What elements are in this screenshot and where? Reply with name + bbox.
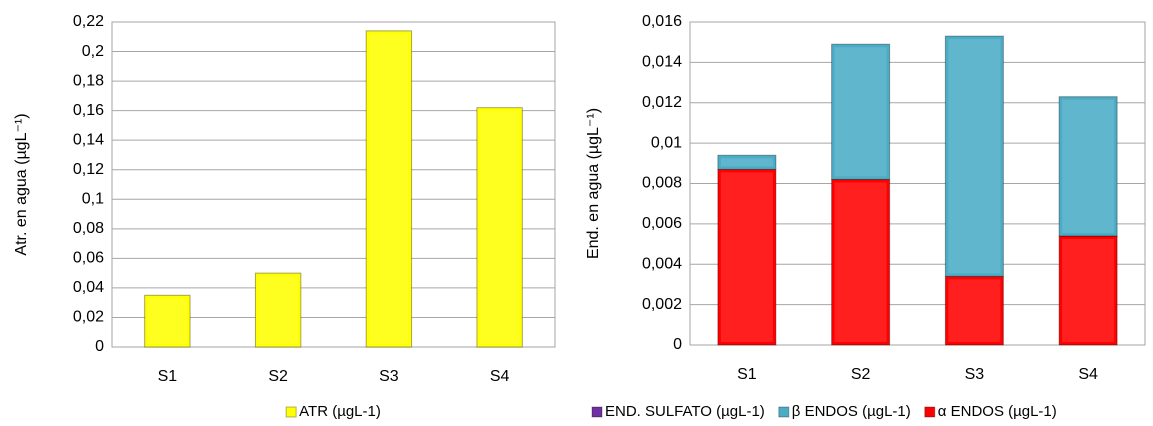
bar-bevel bbox=[1062, 99, 1115, 233]
y-tick-label: 0,22 bbox=[73, 13, 104, 30]
y-tick-label: 0,18 bbox=[73, 72, 104, 89]
x-tick-label: S3 bbox=[379, 368, 399, 385]
y-tick-label: 0 bbox=[95, 338, 104, 355]
y-tick-label: 0,06 bbox=[73, 250, 104, 267]
y-tick-label: 0 bbox=[673, 336, 682, 353]
legend-swatch bbox=[591, 406, 603, 418]
plot-border bbox=[689, 21, 1146, 346]
bar-bevel bbox=[1062, 238, 1115, 342]
x-tick-label: S2 bbox=[851, 366, 871, 383]
y-tick-label: 0,2 bbox=[82, 43, 104, 60]
legend-item: α ENDOS (µgL-1) bbox=[924, 403, 1057, 420]
bar-bevel bbox=[258, 276, 298, 344]
bar bbox=[1058, 235, 1118, 346]
bar bbox=[1058, 96, 1118, 237]
bar bbox=[944, 275, 1004, 346]
bar-bevel bbox=[369, 33, 409, 344]
legend-item: END. SULFATO (µgL-1) bbox=[591, 403, 765, 420]
legend-label: END. SULFATO (µgL-1) bbox=[605, 403, 765, 420]
y-tick-label: 0,014 bbox=[642, 54, 682, 71]
y-tick-label: 0,16 bbox=[73, 102, 104, 119]
x-tick-label: S1 bbox=[158, 368, 178, 385]
legend-swatch bbox=[924, 406, 936, 418]
legend-swatch bbox=[778, 406, 790, 418]
y-tick-label: 0,04 bbox=[73, 279, 104, 296]
y-tick-label: 0,02 bbox=[73, 309, 104, 326]
bar-bevel bbox=[834, 182, 887, 342]
x-tick-label: S1 bbox=[737, 366, 757, 383]
bar-bevel bbox=[479, 110, 520, 344]
bar bbox=[831, 178, 891, 346]
legend-label: α ENDOS (µgL-1) bbox=[938, 403, 1057, 420]
y-tick-label: 0,006 bbox=[642, 215, 682, 232]
y-tick-label: 0,012 bbox=[642, 94, 682, 111]
y-tick-label: 0,12 bbox=[73, 161, 104, 178]
legend-swatch bbox=[285, 406, 297, 418]
bar-bevel bbox=[948, 279, 1001, 342]
bar-bevel bbox=[720, 172, 773, 342]
x-tick-label: S4 bbox=[1078, 366, 1098, 383]
bar-bevel bbox=[948, 39, 1001, 274]
bar bbox=[476, 107, 523, 348]
y-axis-label: Atr. en agua (µgL⁻¹) bbox=[13, 113, 30, 255]
bar bbox=[717, 154, 777, 170]
legend-label: ATR (µgL-1) bbox=[299, 403, 381, 420]
bar bbox=[144, 294, 191, 348]
x-tick-label: S2 bbox=[268, 368, 288, 385]
y-tick-label: 0,002 bbox=[642, 296, 682, 313]
y-tick-label: 0,01 bbox=[651, 134, 682, 151]
bar-bevel bbox=[147, 298, 188, 344]
y-tick-label: 0,008 bbox=[642, 175, 682, 192]
x-tick-label: S4 bbox=[490, 368, 510, 385]
y-tick-label: 0,1 bbox=[82, 190, 104, 207]
y-tick-label: 0,016 bbox=[642, 13, 682, 30]
y-axis-label: End. en agua (µgL⁻¹) bbox=[585, 108, 602, 259]
bar bbox=[254, 272, 302, 348]
y-tick-label: 0,004 bbox=[642, 255, 682, 272]
x-tick-label: S3 bbox=[965, 366, 985, 383]
legend-item: β ENDOS (µgL-1) bbox=[778, 403, 911, 420]
bar bbox=[831, 43, 891, 180]
legend-item: ATR (µgL-1) bbox=[285, 403, 381, 420]
y-tick-label: 0,08 bbox=[73, 220, 104, 237]
legend-label: β ENDOS (µgL-1) bbox=[792, 403, 911, 420]
plot-border bbox=[111, 21, 556, 348]
y-tick-label: 0,14 bbox=[73, 131, 104, 148]
bar-bevel bbox=[834, 47, 887, 177]
bar-bevel bbox=[720, 158, 773, 167]
bar bbox=[365, 30, 413, 348]
bar bbox=[944, 35, 1004, 277]
